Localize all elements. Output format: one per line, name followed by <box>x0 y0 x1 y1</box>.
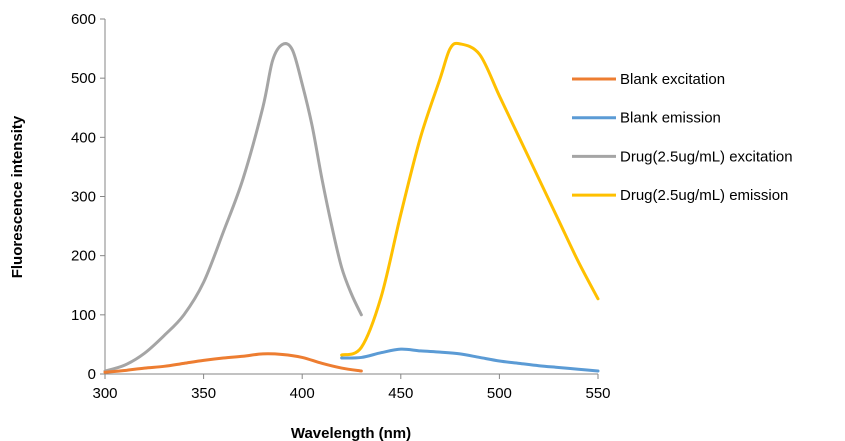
legend-label: Drug(2.5ug/mL) excitation <box>620 148 793 165</box>
y-tick-label: 300 <box>71 189 96 206</box>
y-tick-label: 100 <box>71 307 96 324</box>
y-tick-label: 0 <box>88 366 96 383</box>
x-tick-label: 450 <box>388 385 413 402</box>
x-axis-title: Wavelength (nm) <box>291 425 411 441</box>
y-tick-label: 500 <box>71 70 96 87</box>
series-line-blank-emission <box>340 347 600 373</box>
y-tick-label: 400 <box>71 129 96 146</box>
series-line-drug-2-5ug-ml-emission <box>340 41 600 357</box>
legend: Blank excitation Blank emission Drug(2.5ug… <box>572 71 793 204</box>
legend-label: Blank excitation <box>620 71 725 88</box>
series-line-blank-excitation <box>103 352 363 374</box>
axes: 0 100 200 300 400 500 600 300 350 400 450 500 550 <box>71 11 611 402</box>
legend-label: Blank emission <box>620 110 721 127</box>
x-tick-label: 350 <box>191 385 216 402</box>
series-line-drug-2-5ug-ml-excitation <box>103 42 363 373</box>
x-tick-label: 550 <box>585 385 610 402</box>
x-tick-label: 500 <box>487 385 512 402</box>
x-tick-label: 400 <box>290 385 315 402</box>
y-axis-title: Fluorescence intensity <box>9 115 26 278</box>
y-tick-label: 600 <box>71 11 96 28</box>
x-tick-label: 300 <box>92 385 117 402</box>
legend-label: Drug(2.5ug/mL) emission <box>620 187 788 204</box>
y-tick-label: 200 <box>71 248 96 265</box>
series-group <box>103 41 600 374</box>
